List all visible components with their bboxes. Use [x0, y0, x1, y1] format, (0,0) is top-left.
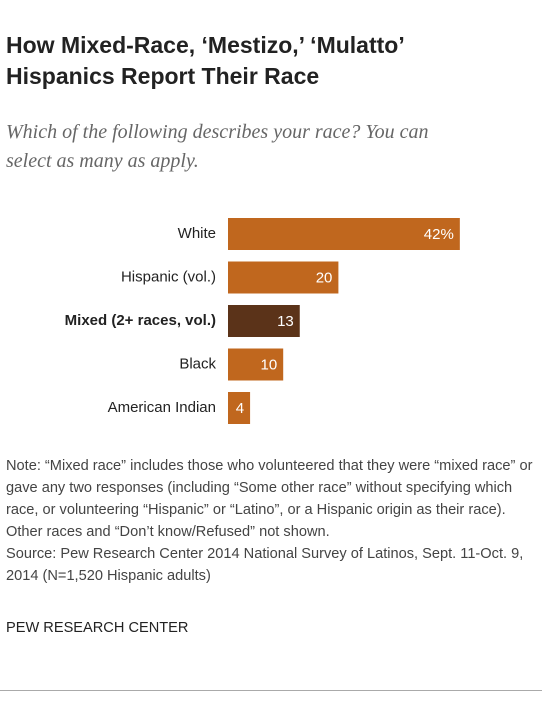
bar	[228, 218, 460, 250]
category-label: Hispanic (vol.)	[121, 268, 216, 285]
source: Source: Pew Research Center 2014 Nationa…	[6, 546, 524, 584]
bar	[228, 348, 284, 381]
bar	[228, 305, 300, 337]
value-label: 13	[277, 313, 294, 330]
chart-subtitle: Which of the following describes your ra…	[6, 121, 429, 172]
category-label: White	[178, 225, 216, 242]
bar	[228, 261, 339, 294]
note: Note: “Mixed race” includes those who vo…	[6, 458, 533, 540]
category-label: American Indian	[108, 399, 216, 416]
credit: PEW RESEARCH CENTER	[6, 620, 189, 636]
value-label: 42%	[424, 226, 454, 243]
chart: White 42% Hispanic (vol.) 20 Mixed (2+ races…	[65, 218, 460, 424]
category-label: Mixed (2+ races, vol.)	[65, 312, 216, 329]
value-label: 10	[261, 356, 278, 373]
notes: Note: “Mixed race” includes those who vo…	[6, 455, 536, 587]
value-label: 20	[316, 269, 333, 286]
category-label: Black	[179, 355, 216, 372]
bar	[228, 392, 251, 424]
rule	[0, 690, 542, 691]
chart-title: How Mixed-Race, ‘Mestizo,’ ‘Mulatto’ His…	[6, 32, 404, 89]
value-label: 4	[236, 400, 244, 417]
